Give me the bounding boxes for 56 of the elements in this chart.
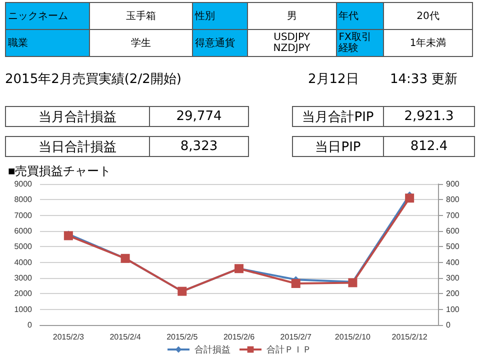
- y-tick-label: 8000: [14, 195, 33, 204]
- point: [291, 278, 300, 288]
- y-tick-label: 6000: [14, 226, 33, 236]
- text: 性別: [192, 2, 248, 30]
- legend-label: 合計損益: [194, 344, 230, 354]
- y2-tick-label: 500: [446, 242, 460, 252]
- y-tick-label: 1000: [14, 304, 33, 314]
- text: 29,774: [175, 108, 223, 126]
- text: 学生: [90, 30, 193, 56]
- y2-tick-label: 700: [446, 210, 460, 220]
- text: 男: [247, 2, 336, 30]
- text: 得意通貨: [192, 30, 248, 56]
- text: 当月合計PIP: [293, 107, 384, 126]
- y2-tick-label: 100: [446, 304, 460, 314]
- y-tick-label: 2000: [14, 289, 33, 298]
- text: 2月12日: [308, 72, 359, 88]
- text: 1年未満: [384, 30, 472, 56]
- x-tick-label: 2015/2/6: [223, 332, 256, 342]
- chart-title: ■売買損益チャート: [8, 164, 112, 178]
- x-tick-label: 2015/2/5: [166, 332, 198, 342]
- legend-label: 合計ＰＩＰ: [266, 344, 312, 354]
- text: 8,323: [179, 138, 219, 156]
- y2-tick-label: 900: [446, 180, 460, 188]
- text: 玉手箱: [90, 2, 193, 30]
- x-tick-label: 2015/2/3: [52, 332, 85, 342]
- text: 当日PIP: [293, 137, 384, 156]
- text: 当月合計損益: [6, 107, 150, 126]
- y2-tick-label: 200: [446, 289, 460, 298]
- y2-tick-label: 300: [446, 274, 460, 282]
- point: [64, 231, 73, 240]
- y2-tick-label: 0: [446, 320, 451, 330]
- text: 年代: [336, 2, 384, 30]
- text: FX取引経験: [336, 30, 384, 56]
- text: USDJPY NZDJPY: [247, 30, 336, 56]
- text: 20代: [384, 2, 472, 30]
- text: 2015年2月売買実績(2/2開始): [5, 72, 182, 88]
- y2-tick-label: 400: [446, 258, 460, 267]
- point: [405, 194, 414, 203]
- text: ニックネーム: [6, 2, 90, 30]
- text: 2,921.3: [403, 108, 455, 126]
- text: 当日合計損益: [6, 137, 150, 156]
- x-tick-label: 2015/2/4: [110, 332, 142, 342]
- y-tick-label: 7000: [14, 210, 33, 220]
- y-tick-label: 5000: [14, 242, 33, 252]
- y2-tick-label: 800: [446, 195, 460, 204]
- y2-tick-label: 600: [446, 226, 460, 236]
- text: 812.4: [409, 138, 449, 156]
- y-tick-label: 4000: [14, 258, 33, 267]
- x-tick-label: 2015/2/10: [334, 332, 372, 342]
- x-tick-label: 2015/2/7: [280, 332, 312, 342]
- x-tick-label: 2015/2/12: [392, 332, 428, 342]
- y-tick-label: 9000: [14, 180, 33, 188]
- y-tick-label: 0: [28, 320, 33, 330]
- y-tick-label: 3000: [14, 274, 33, 282]
- text: 職業: [6, 30, 90, 56]
- text: 14:33 更新: [390, 72, 458, 88]
